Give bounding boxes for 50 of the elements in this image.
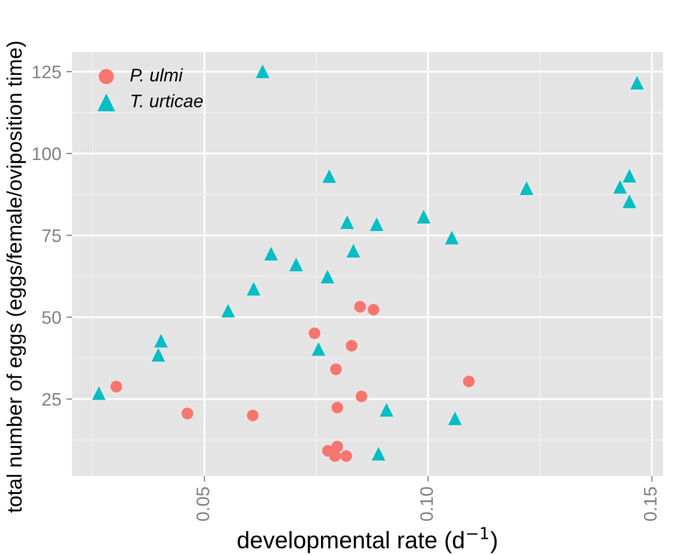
point [340, 215, 354, 230]
point [354, 300, 366, 313]
point [630, 76, 644, 90]
point [92, 386, 106, 400]
point [622, 194, 636, 208]
point [370, 217, 384, 231]
point [322, 169, 336, 183]
point [416, 210, 430, 224]
point [520, 181, 534, 195]
y-tick-label: 125 [32, 66, 61, 78]
y-tick-label: 25 [42, 392, 61, 406]
point [331, 440, 344, 452]
y-tick-label: 100 [32, 147, 61, 160]
point [331, 402, 344, 414]
point [368, 304, 380, 316]
point [110, 380, 122, 392]
point [246, 410, 259, 422]
point [448, 412, 462, 426]
point [312, 342, 326, 356]
point [264, 246, 278, 260]
legend-label: T. urticae [131, 94, 203, 108]
point [463, 376, 475, 388]
point [320, 270, 334, 284]
point [346, 340, 358, 352]
point [329, 450, 341, 462]
point [356, 390, 368, 402]
point [246, 282, 260, 296]
point [289, 258, 303, 272]
x-tick-label: 0.05 [196, 487, 210, 521]
legend-label: P. ulmi [130, 68, 184, 82]
point [340, 450, 352, 462]
point [221, 304, 235, 318]
point [182, 408, 194, 420]
x-tick-label: 0.10 [420, 487, 433, 521]
point [372, 446, 386, 461]
x-axis-title: developmental rate (d$^{−1}$) [238, 527, 497, 554]
point [380, 403, 394, 417]
point [622, 168, 636, 183]
point [445, 230, 459, 244]
y-tick-label: 50 [42, 311, 61, 324]
point [154, 334, 168, 348]
x-tick-label: 0.15 [644, 487, 657, 521]
y-tick-label: 75 [42, 229, 61, 242]
point [346, 244, 360, 258]
point [308, 327, 320, 340]
point [256, 64, 270, 78]
point [152, 348, 166, 362]
point [330, 363, 342, 376]
y-axis-title: total number of eggs (eggs/female/oviposition time) [6, 42, 26, 513]
point [613, 180, 627, 194]
